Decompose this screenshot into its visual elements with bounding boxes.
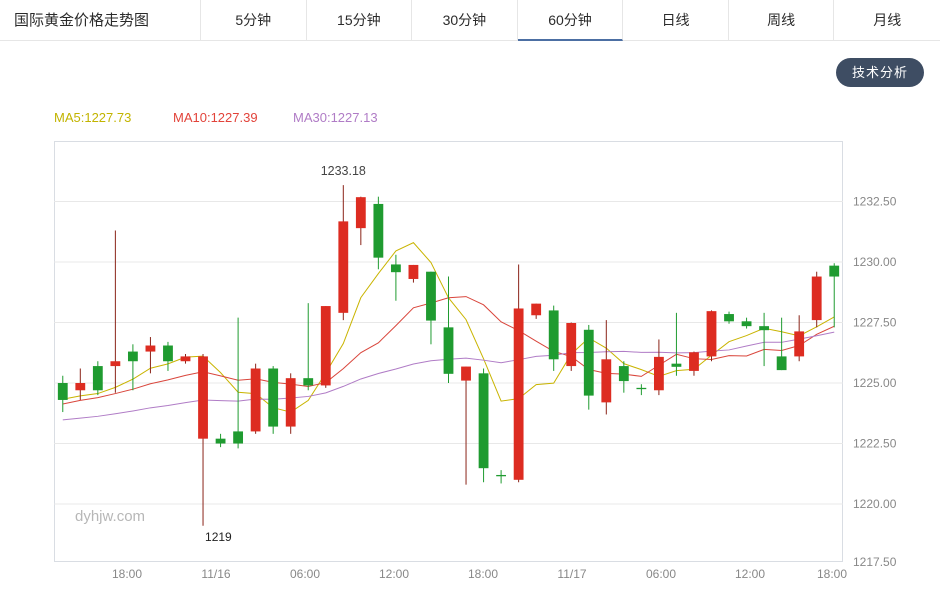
svg-text:1227.50: 1227.50 [853, 316, 897, 330]
svg-text:1217.50: 1217.50 [853, 555, 897, 569]
svg-text:1232.50: 1232.50 [853, 195, 897, 209]
svg-text:1230.00: 1230.00 [853, 255, 897, 269]
svg-text:1225.00: 1225.00 [853, 376, 897, 390]
svg-text:1219: 1219 [205, 530, 232, 544]
svg-text:1233.18: 1233.18 [321, 164, 366, 178]
svg-text:1220.00: 1220.00 [853, 497, 897, 511]
svg-text:1222.50: 1222.50 [853, 437, 897, 451]
